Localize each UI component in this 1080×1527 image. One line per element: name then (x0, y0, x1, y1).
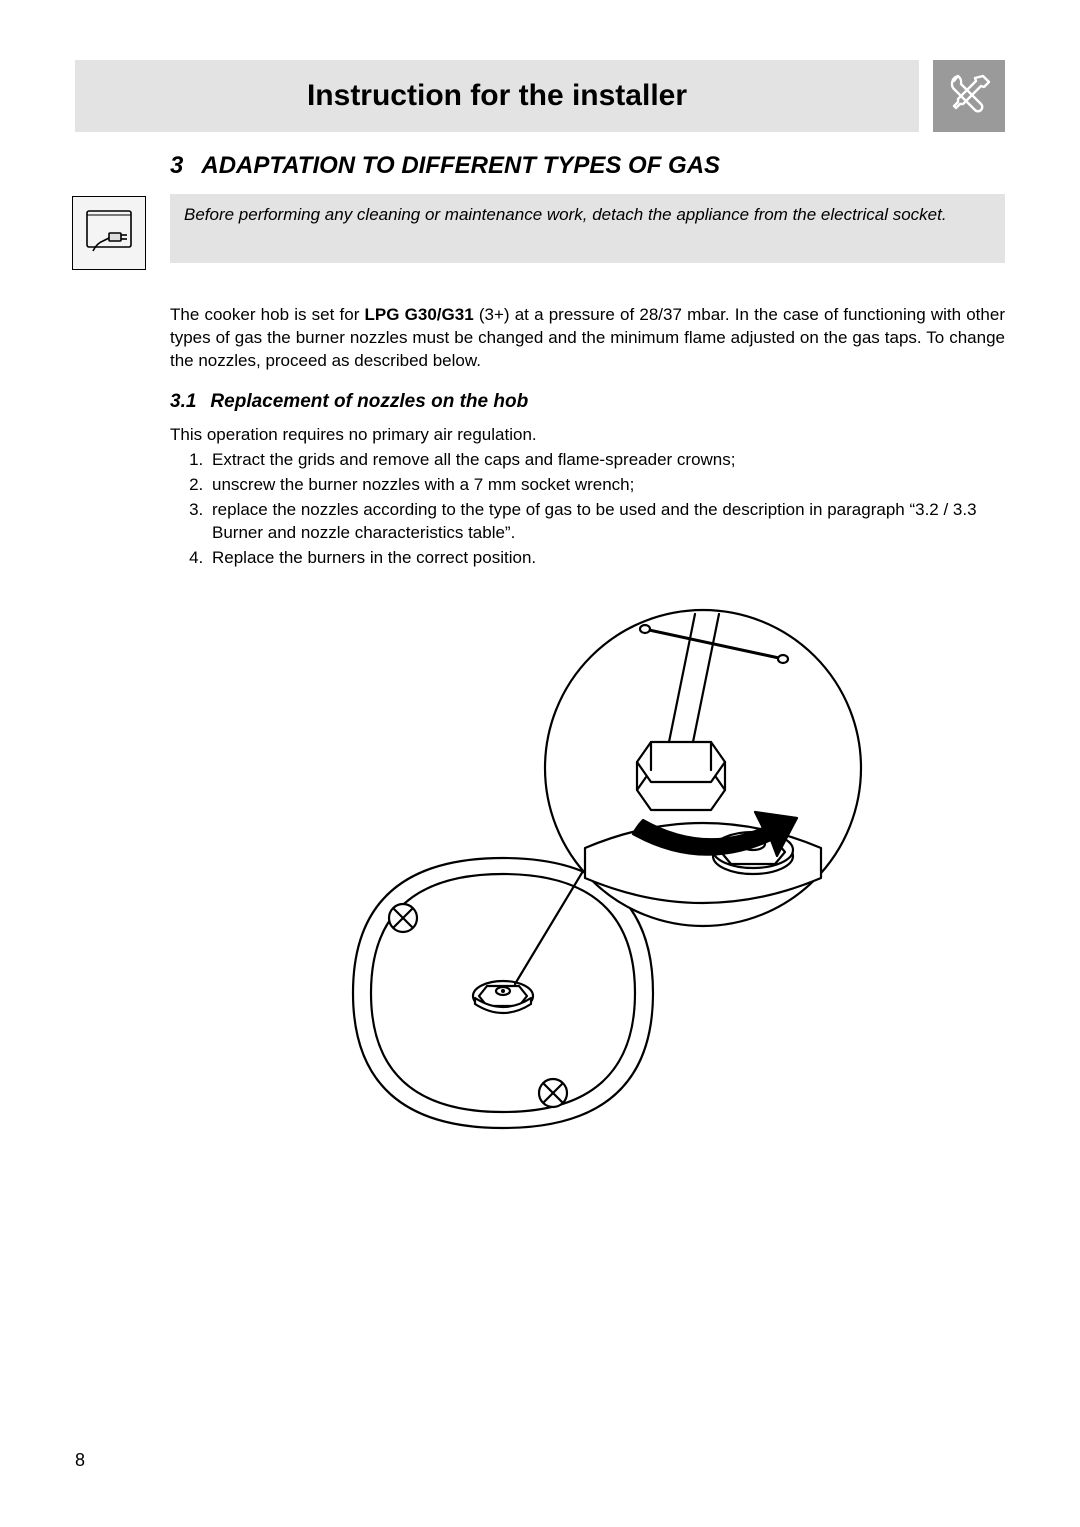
subsection-title: Replacement of nozzles on the hob (210, 391, 528, 412)
list-item: Extract the grids and remove all the cap… (208, 449, 1005, 472)
subsection-number: 3.1 (170, 391, 196, 413)
section-heading: 3 ADAPTATION TO DIFFERENT TYPES OF GAS (170, 152, 1005, 180)
body-pre: The cooker hob is set for (170, 305, 365, 324)
body-paragraph: The cooker hob is set for LPG G30/G31 (3… (170, 304, 1005, 373)
warning-text: Before performing any cleaning or mainte… (184, 205, 947, 224)
wrench-screwdriver-cross-icon (943, 70, 995, 122)
page-title: Instruction for the installer (307, 79, 687, 113)
steps-list: Extract the grids and remove all the cap… (170, 449, 1005, 570)
plug-detach-icon (72, 196, 146, 270)
section-title: ADAPTATION TO DIFFERENT TYPES OF GAS (201, 152, 720, 179)
header-title-band: Instruction for the installer (75, 60, 919, 132)
list-item: replace the nozzles according to the typ… (208, 499, 1005, 545)
steps-intro: This operation requires no primary air r… (170, 425, 1005, 445)
list-item: unscrew the burner nozzles with a 7 mm s… (208, 474, 1005, 497)
subsection-heading: 3.1 Replacement of nozzles on the hob (170, 391, 1005, 413)
section-number: 3 (170, 152, 183, 180)
nozzle-replacement-diagram (293, 598, 883, 1158)
warning-box: Before performing any cleaning or mainte… (170, 194, 1005, 263)
list-item: Replace the burners in the correct posit… (208, 547, 1005, 570)
page-number: 8 (75, 1450, 85, 1471)
body-bold: LPG G30/G31 (365, 305, 474, 324)
tool-badge (933, 60, 1005, 132)
